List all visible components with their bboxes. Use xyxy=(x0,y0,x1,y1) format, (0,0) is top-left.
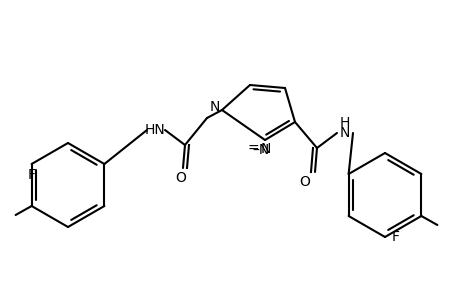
Text: HN: HN xyxy=(144,123,165,137)
Text: H: H xyxy=(339,116,349,130)
Text: –N: –N xyxy=(252,143,269,157)
Text: F: F xyxy=(28,168,35,182)
Text: =: = xyxy=(246,142,258,156)
Text: N: N xyxy=(260,142,271,156)
Text: N: N xyxy=(339,126,349,140)
Text: F: F xyxy=(391,230,399,244)
Text: N: N xyxy=(209,100,220,114)
Text: O: O xyxy=(299,175,310,189)
Text: O: O xyxy=(175,171,186,185)
